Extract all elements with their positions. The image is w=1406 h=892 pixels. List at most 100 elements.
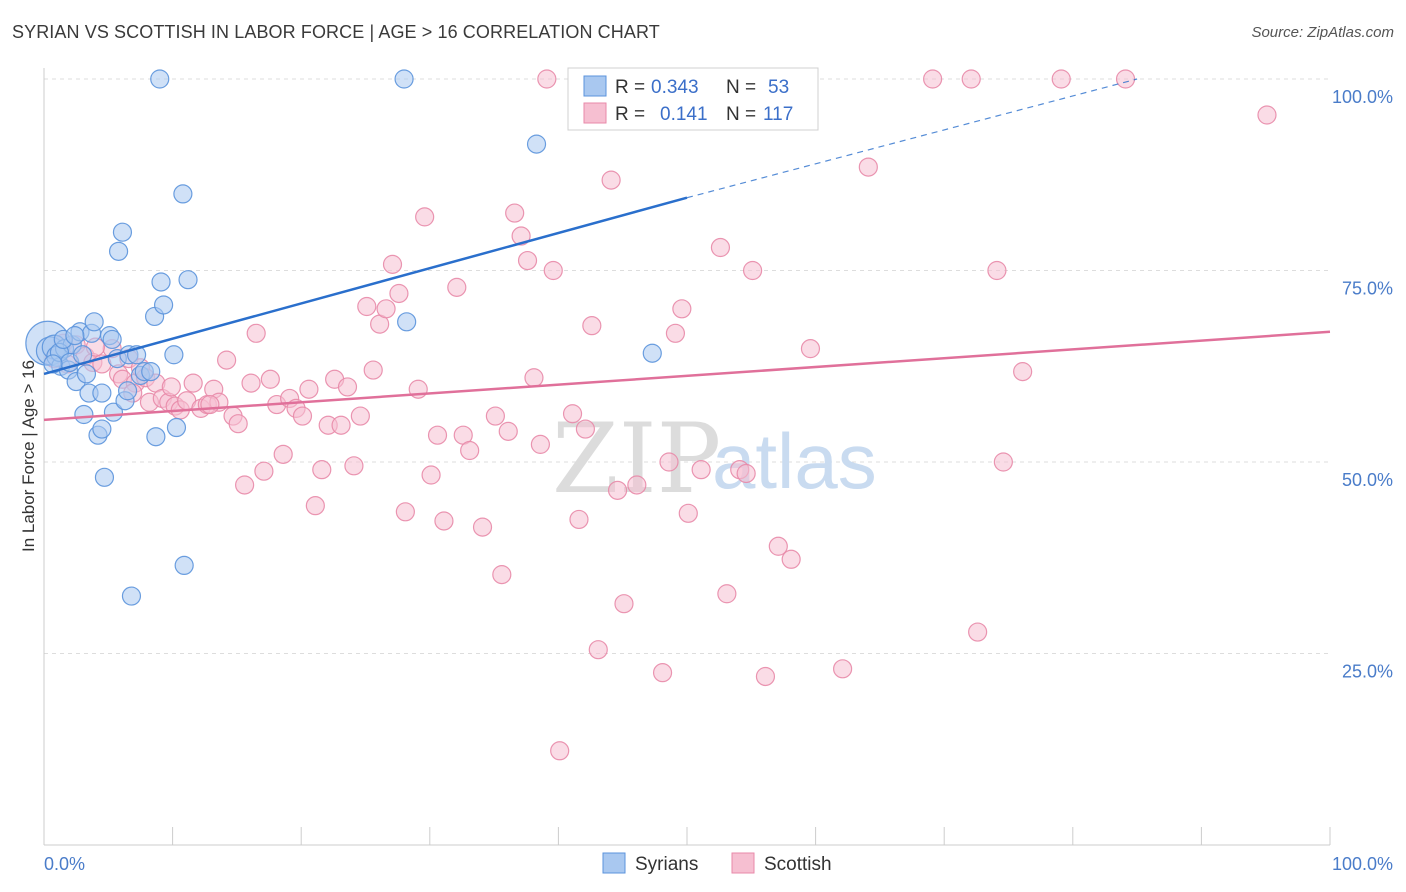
syrians-point-18	[92, 383, 112, 403]
scottish-point-89	[691, 460, 711, 480]
scottish-point-57	[427, 425, 448, 445]
syrians-point-43	[394, 69, 414, 89]
syrians-point-28	[121, 586, 142, 606]
scottish-point-110	[1115, 69, 1136, 89]
legend-r-label-scottish: R =	[615, 104, 645, 125]
x-tick-label-min: 0.0%	[44, 854, 85, 874]
scottish-point-52	[389, 283, 409, 304]
scottish-point-29	[241, 373, 261, 393]
legend-n-value-scottish: 117	[763, 104, 793, 125]
scottish-point-50	[376, 299, 396, 319]
syrians-point-46	[642, 343, 662, 363]
scottish-point-100	[800, 339, 821, 359]
scottish-point-80	[607, 480, 628, 500]
scottish-point-56	[421, 465, 441, 485]
scottish-point-103	[923, 69, 943, 89]
scottish-point-39	[305, 496, 325, 516]
bottom-legend-swatch-syrians	[602, 852, 626, 874]
scottish-point-98	[781, 549, 801, 569]
syrians-point-50	[43, 354, 63, 374]
scottish-point-53	[395, 502, 415, 522]
y-tick-labels: 25.0% 50.0% 75.0% 100.0%	[1332, 87, 1393, 682]
scottish-point-109	[1051, 69, 1071, 89]
scottish-point-30	[246, 323, 266, 343]
x-tick-label-max: 100.0%	[1332, 854, 1393, 874]
scottish-point-20	[183, 373, 203, 393]
scottish-point-69	[524, 368, 544, 388]
syrians-point-10	[74, 404, 94, 425]
scottish-point-116	[200, 394, 220, 415]
scottish-point-65	[498, 421, 518, 441]
scottish-point-28	[235, 475, 255, 495]
scottish-point-48	[363, 360, 383, 380]
legend-r-value-scottish: 0.141	[660, 104, 708, 125]
scottish-point-38	[299, 379, 319, 399]
bottom-legend-swatch-scottish	[731, 852, 755, 874]
syrians-point-24	[112, 222, 133, 242]
legend-frame	[567, 67, 819, 131]
scottish-point-27	[228, 414, 248, 434]
scottish-point-34	[273, 444, 293, 464]
syrians-point-44	[397, 312, 417, 332]
trend-layer	[43, 78, 1331, 422]
legend-swatch-scottish	[583, 102, 607, 124]
syrians-point-17	[94, 467, 115, 487]
syrians-point-45	[526, 134, 547, 154]
scottish-point-77	[582, 316, 602, 336]
scottish-point-81	[614, 594, 634, 614]
scottish-point-79	[601, 170, 621, 190]
syrians-point-11	[76, 364, 97, 384]
scottish-point-61	[460, 440, 480, 461]
syrians-point-23	[108, 241, 129, 261]
scottish-point-111	[1257, 105, 1277, 125]
scottish-trend-line	[43, 330, 1331, 422]
scottish-point-72	[543, 260, 563, 281]
scottish-point-108	[1013, 362, 1033, 382]
syrians-point-34	[146, 427, 166, 447]
scottish-point-84	[652, 663, 673, 683]
scottish-point-43	[331, 415, 351, 435]
syrians-trend-line	[43, 196, 688, 376]
scottish-point-95	[742, 260, 763, 281]
syrians-point-42	[178, 270, 198, 290]
scottish-points	[44, 69, 1277, 761]
syrians-point-40	[173, 184, 193, 204]
chart-source: Source: ZipAtlas.com	[1251, 24, 1394, 41]
scottish-point-70	[530, 434, 550, 454]
y-tick-label-2: 75.0%	[1342, 279, 1393, 299]
syrians-point-16	[92, 419, 112, 439]
syrians-point-39	[166, 417, 187, 438]
scottish-point-85	[659, 452, 679, 472]
x-ticks	[43, 827, 1331, 845]
scottish-point-92	[717, 584, 737, 604]
scottish-point-97	[768, 536, 788, 556]
scottish-point-64	[492, 565, 512, 585]
legend-swatch-syrians	[583, 75, 607, 97]
legend-box: R = 0.343 N = 53 R = 0.141 N = 117	[567, 67, 819, 131]
scottish-point-75	[569, 509, 589, 530]
scottish-point-74	[562, 404, 583, 424]
syrians-point-26	[117, 381, 138, 401]
scottish-point-88	[678, 503, 698, 523]
scottish-point-55	[415, 207, 435, 227]
scottish-point-82	[627, 475, 647, 495]
bottom-legend-label-syrians: Syrians	[635, 854, 698, 875]
scottish-point-58	[434, 511, 454, 531]
legend-r-value-syrians: 0.343	[651, 77, 699, 98]
scottish-point-115	[161, 377, 181, 397]
y-tick-label-0: 25.0%	[1342, 662, 1393, 682]
scottish-point-102	[858, 157, 878, 177]
scottish-point-37	[292, 406, 313, 426]
scottish-point-66	[505, 203, 525, 223]
syrians-point-52	[65, 326, 85, 346]
scottish-point-101	[833, 659, 853, 679]
scottish-point-47	[357, 296, 377, 317]
scottish-point-59	[447, 277, 467, 297]
syrians-trend-extension	[686, 78, 1138, 199]
syrians-point-37	[153, 295, 174, 315]
syrians-point-20	[102, 329, 122, 350]
scottish-point-68	[517, 250, 538, 271]
scottish-point-91	[710, 237, 731, 258]
syrians-point-35	[150, 69, 170, 89]
syrians-point-21	[103, 402, 124, 422]
